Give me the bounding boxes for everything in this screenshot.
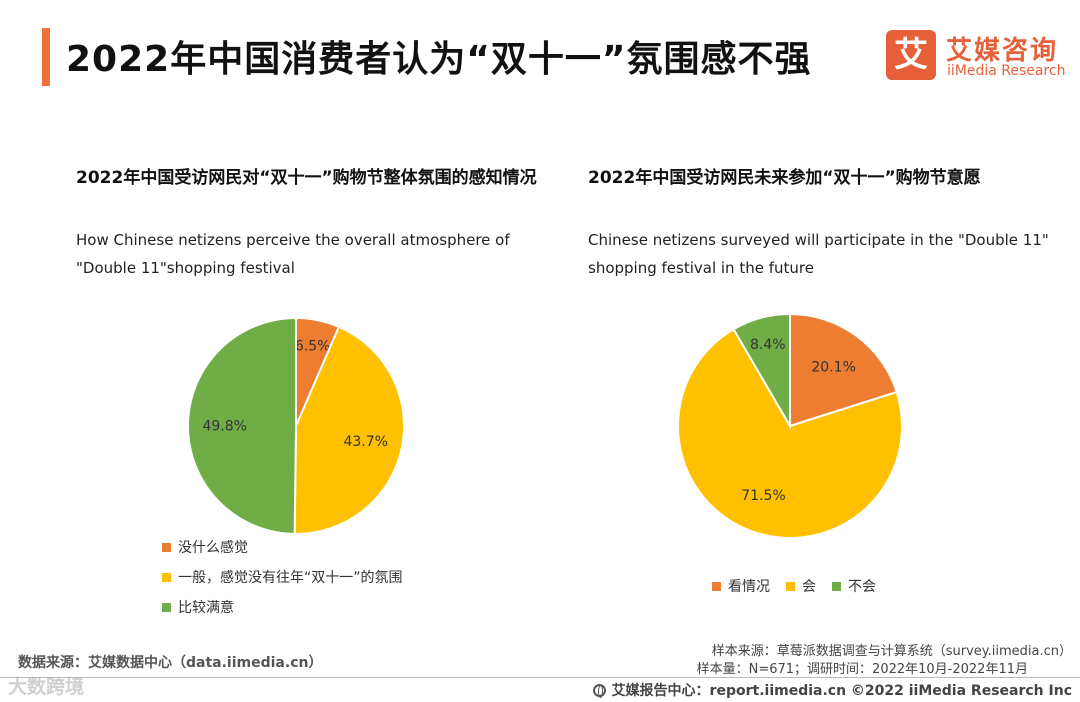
report-center-text: 艾媒报告中心：report.iimedia.cn ©2022 iiMedia R… (611, 683, 1072, 699)
legend-swatch (786, 581, 795, 591)
legend-label: 没什么感觉 (178, 540, 248, 556)
sample-size: 样本量：N=671；调研时间：2022年10月-2022年11月 (696, 662, 1028, 677)
logo-mark: 艾 (886, 30, 936, 80)
chart2-legend-item-1: 会 (786, 574, 816, 598)
chart2-slice-2 (732, 312, 791, 430)
report-center: 艾媒报告中心：report.iimedia.cn ©2022 iiMedia R… (592, 680, 1072, 700)
chart2-data-label-1: 71.5% (741, 488, 785, 504)
legend-label: 一般，感觉没有往年“双十一”的氛围 (178, 570, 403, 586)
chart2-slice-0 (789, 312, 898, 428)
data-source: 数据来源：艾媒数据中心（data.iimedia.cn） (18, 655, 323, 671)
chart1-legend: 没什么感觉 一般，感觉没有往年“双十一”的氛围 比较满意 (162, 532, 403, 622)
legend-label: 不会 (848, 579, 876, 595)
legend-swatch (162, 572, 171, 582)
legend-swatch (832, 581, 841, 591)
watermark: 大数跨境 (8, 676, 85, 698)
chart1-slice-1 (293, 325, 405, 535)
chart2-pie: 20.1% 71.5% 8.4% (677, 312, 903, 539)
legend-label: 看情况 (728, 579, 770, 595)
sample-source: 样本来源：草莓派数据调查与计算系统（survey.iimedia.cn） (711, 644, 1072, 659)
legend-swatch (712, 581, 721, 591)
chart1-subtitle: How Chinese netizens perceive the overal… (76, 231, 510, 277)
chart2-legend-item-2: 不会 (832, 574, 876, 598)
legend-label: 会 (802, 579, 816, 595)
legend-label: 比较满意 (178, 600, 234, 616)
chart1-data-label-0: 6.5% (295, 339, 331, 355)
page-title: 2022年中国消费者认为“双十一”氛围感不强 (66, 39, 812, 80)
logo-en-text: iiMedia Research (947, 63, 1066, 79)
chart1-data-label-2: 49.8% (202, 419, 246, 435)
logo-cn-text: 艾媒咨询 (946, 36, 1059, 66)
chart1-legend-item-0: 没什么感觉 (162, 532, 403, 562)
globe-icon (592, 683, 606, 698)
chart2-title: 2022年中国受访网民未来参加“双十一”购物节意愿 (588, 168, 981, 188)
title-accent-bar (42, 28, 50, 86)
legend-swatch (162, 542, 171, 552)
chart2-legend-item-0: 看情况 (712, 574, 770, 598)
chart1-slice-2 (187, 316, 297, 536)
chart2-slice-1 (677, 327, 903, 539)
legend-swatch (162, 602, 171, 612)
chart1-pie: 6.5% 43.7% 49.8% (187, 316, 405, 536)
chart1-title: 2022年中国受访网民对“双十一”购物节整体氛围的感知情况 (76, 168, 537, 188)
chart2-legend: 看情况 会 不会 (712, 574, 876, 598)
chart1-legend-item-2: 比较满意 (162, 592, 403, 622)
chart2-subtitle: Chinese netizens surveyed will participa… (588, 231, 1049, 277)
chart1-data-label-1: 43.7% (343, 434, 387, 450)
chart2-data-label-0: 20.1% (811, 359, 855, 375)
chart1-legend-item-1: 一般，感觉没有往年“双十一”的氛围 (162, 562, 403, 592)
footer-divider (0, 677, 1080, 678)
iimedia-logo: 艾 艾媒咨询 iiMedia Research (886, 30, 1066, 84)
chart2-data-label-2: 8.4% (750, 337, 786, 353)
